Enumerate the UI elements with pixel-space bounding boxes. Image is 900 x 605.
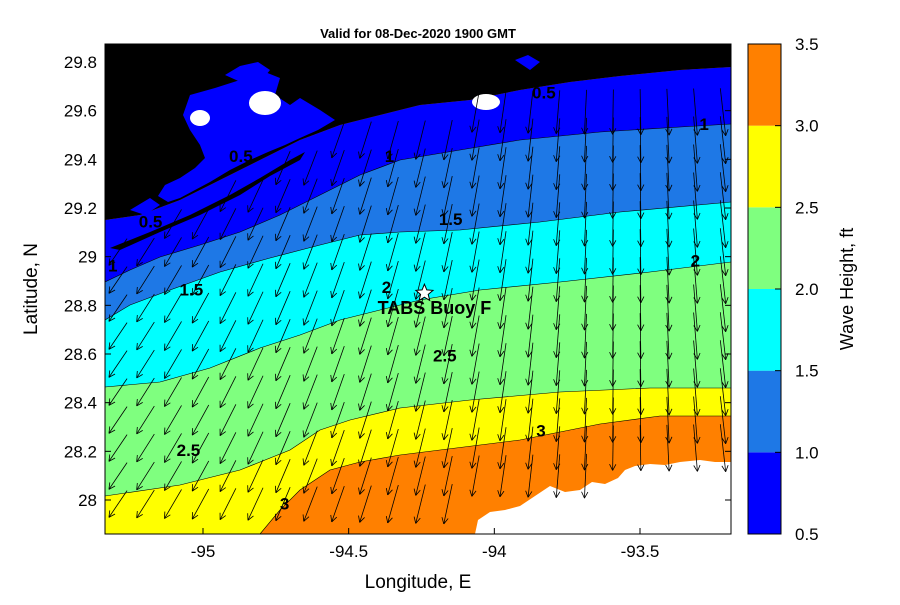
- contour-label: 1.5: [439, 210, 463, 229]
- x-axis-label: Longitude, E: [365, 572, 472, 593]
- colorbar-segment: [748, 126, 781, 208]
- colorbar-tick-label: 0.5: [795, 525, 819, 544]
- contour-label: 3: [280, 495, 289, 514]
- y-tick-label: 29.2: [64, 199, 97, 218]
- contour-label: 0.5: [139, 212, 163, 231]
- y-tick-label: 29.6: [64, 102, 97, 121]
- contour-label: 2: [691, 251, 700, 270]
- land-patch: [190, 110, 210, 126]
- colorbar-segment: [748, 207, 781, 289]
- y-tick-label: 28.4: [64, 394, 97, 413]
- contour-label: 0.5: [532, 84, 556, 103]
- y-tick-label: 28.2: [64, 442, 97, 461]
- map-area: 0.5 0.5 0.5 1 1 1 1.5 1.5 2 2 2.5 2.5 3 3 TABS Buoy F: [105, 44, 731, 560]
- colorbar-tick-label: 1.5: [795, 362, 819, 381]
- y-tick-label: 28.6: [64, 345, 97, 364]
- map-title: Valid for 08-Dec-2020 1900 GMT: [320, 26, 516, 41]
- colorbar-segment: [748, 452, 781, 534]
- y-tick-label: 29.8: [64, 53, 97, 72]
- colorbar-tick-label: 3.5: [795, 35, 819, 54]
- y-tick-label: 28.8: [64, 296, 97, 315]
- contour-label: 1: [108, 256, 117, 275]
- land-patch: [249, 91, 281, 115]
- contour-label: 0.5: [229, 147, 253, 166]
- x-tick-label: -93.5: [621, 542, 660, 561]
- colorbar-tick-label: 3.0: [795, 117, 819, 136]
- contour-label: 1: [699, 115, 708, 134]
- contour-label: 3: [536, 422, 545, 441]
- colorbar-tick-label: 2.5: [795, 198, 819, 217]
- colorbar-ticks: 0.5 1.0 1.5 2.0 2.5 3.0 3.5: [775, 35, 819, 544]
- x-tick-label: -95: [191, 542, 216, 561]
- x-tick-label: -94.5: [329, 542, 368, 561]
- colorbar-segment: [748, 289, 781, 371]
- contour-label: 1.5: [180, 281, 204, 300]
- colorbar-segment: [748, 44, 781, 126]
- colorbar-tick-label: 1.0: [795, 443, 819, 462]
- y-axis-label: Latitude, N: [21, 243, 42, 335]
- y-tick-label: 29: [78, 248, 97, 267]
- contour-label: 2: [382, 278, 391, 297]
- colorbar-segment: [748, 371, 781, 453]
- contour-label: 2.5: [177, 441, 201, 460]
- colorbar-tick-label: 2.0: [795, 280, 819, 299]
- y-tick-label: 28: [78, 491, 97, 510]
- buoy-label: TABS Buoy F: [378, 298, 492, 318]
- y-tick-label: 29.4: [64, 150, 97, 169]
- contour-label: 2.5: [433, 346, 457, 365]
- x-tick-label: -94: [482, 542, 507, 561]
- contour-label: 1: [385, 147, 394, 166]
- colorbar-label: Wave Height, ft: [837, 228, 857, 350]
